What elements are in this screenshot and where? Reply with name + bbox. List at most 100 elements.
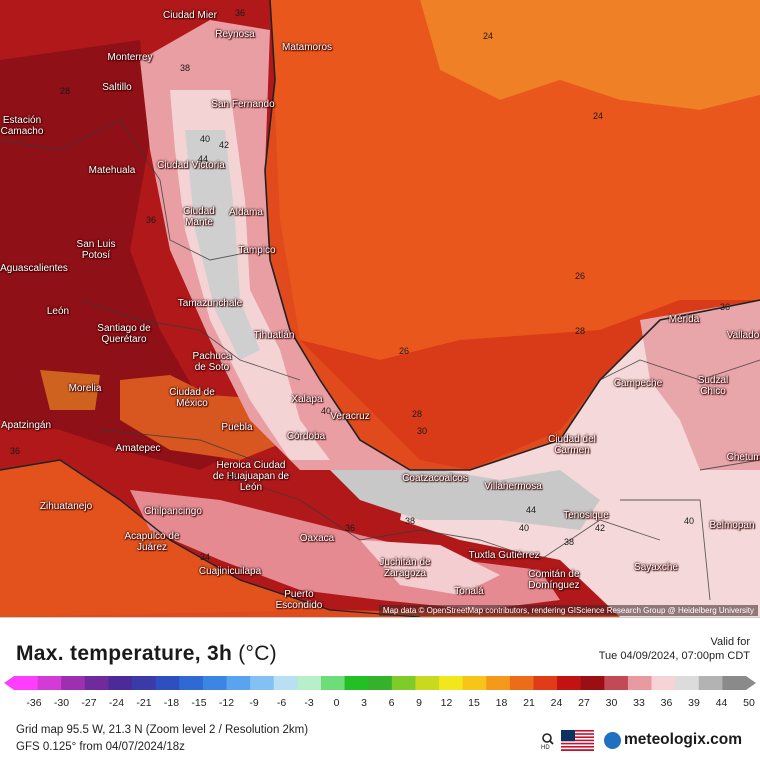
city-sayaxche[interactable]: Sayaxche bbox=[634, 562, 678, 573]
city-aldama[interactable]: Aldama bbox=[229, 207, 263, 218]
city-monterrey[interactable]: Monterrey bbox=[107, 52, 153, 63]
scale-tick-label: 50 bbox=[743, 697, 755, 709]
city-reynosa[interactable]: Reynosa bbox=[215, 29, 255, 40]
city-campeche[interactable]: Campeche bbox=[613, 378, 663, 389]
city-chetumal[interactable]: Chetumal bbox=[726, 452, 760, 463]
city-saltillo[interactable]: Saltillo bbox=[102, 82, 132, 93]
city-ciudad-de-mexico[interactable]: Ciudad de México bbox=[169, 387, 215, 409]
city-ciudad-mier[interactable]: Ciudad Mier bbox=[163, 10, 217, 21]
city-sudzal-chico[interactable]: Sudzal Chico bbox=[697, 375, 729, 397]
scale-swatch bbox=[557, 676, 582, 690]
city-oaxaca[interactable]: Oaxaca bbox=[299, 533, 335, 544]
scale-swatch bbox=[297, 676, 322, 690]
city-matehuala[interactable]: Matehuala bbox=[88, 165, 136, 176]
city-matamoros[interactable]: Matamoros bbox=[281, 42, 333, 53]
isotherm-label: 42 bbox=[219, 140, 230, 150]
scale-swatch bbox=[439, 676, 464, 690]
scale-swatch bbox=[651, 676, 676, 690]
city-acapulco-de-juarez[interactable]: Acapulco de Juárez bbox=[124, 531, 180, 553]
city-zihuatanejo[interactable]: Zihuatanejo bbox=[39, 501, 93, 512]
weather-map[interactable]: Ciudad Mier Reynosa Matamoros Monterrey … bbox=[0, 0, 760, 617]
city-tenosique[interactable]: Tenosique bbox=[563, 510, 609, 521]
isotherm-label: 28 bbox=[60, 86, 71, 96]
scale-swatch bbox=[37, 676, 62, 690]
city-tampico[interactable]: Tampico bbox=[238, 245, 276, 256]
city-tamazunchale[interactable]: Tamazunchale bbox=[177, 298, 243, 309]
city-juchitan-de-zaragoza[interactable]: Juchitán de Zaragoza bbox=[379, 557, 431, 579]
scale-swatch bbox=[368, 676, 393, 690]
scale-swatch bbox=[604, 676, 629, 690]
city-puerto-escondido[interactable]: Puerto Escondido bbox=[275, 589, 323, 611]
scale-tick-label: 12 bbox=[440, 697, 453, 709]
city-morelia[interactable]: Morelia bbox=[68, 383, 102, 394]
isotherm-label: 44 bbox=[526, 505, 537, 515]
city-villahermosa[interactable]: Villahermosa bbox=[484, 481, 542, 492]
scale-swatch bbox=[61, 676, 86, 690]
isotherm-label: 36 bbox=[146, 215, 157, 225]
scale-tick-label: 18 bbox=[495, 697, 508, 709]
scale-swatch bbox=[132, 676, 157, 690]
isotherm-label: 38 bbox=[180, 63, 191, 73]
city-merida[interactable]: Mérida bbox=[668, 314, 700, 325]
valid-time: Tue 04/09/2024, 07:00pm CDT bbox=[598, 650, 750, 662]
city-xalapa[interactable]: Xalapa bbox=[291, 394, 323, 405]
isotherm-label: 36 bbox=[720, 302, 731, 312]
city-tonala[interactable]: Tonalá bbox=[454, 586, 484, 597]
scale-tick-label: -27 bbox=[81, 697, 97, 709]
city-leon[interactable]: León bbox=[46, 306, 70, 317]
city-belmopan[interactable]: Belmopan bbox=[709, 520, 755, 531]
isotherm-label: 36 bbox=[10, 446, 21, 456]
scale-swatch bbox=[226, 676, 251, 690]
city-cordoba[interactable]: Córdoba bbox=[286, 431, 326, 442]
city-cuajinicuilapa[interactable]: Cuajinicuilapa bbox=[198, 566, 262, 577]
city-ciudad-mante[interactable]: Ciudad Mante bbox=[183, 206, 215, 228]
scale-swatch bbox=[391, 676, 416, 690]
city-valladolid[interactable]: Valladolid bbox=[726, 330, 760, 341]
scale-swatch bbox=[486, 676, 511, 690]
city-san-luis-potosi[interactable]: San Luis Potosí bbox=[76, 239, 116, 261]
scale-tick-label: 44 bbox=[715, 697, 728, 709]
brand-name[interactable]: meteologix.com bbox=[624, 731, 742, 748]
scale-tick-label: 24 bbox=[550, 697, 563, 709]
map-attribution[interactable]: Map data © OpenStreetMap contributors, r… bbox=[378, 605, 758, 616]
city-pachuca-de-soto[interactable]: Pachuca de Soto bbox=[192, 351, 232, 373]
city-estacion-camacho[interactable]: Estación Camacho bbox=[0, 115, 44, 137]
scale-swatch bbox=[627, 676, 653, 690]
city-amatepec[interactable]: Amatepec bbox=[115, 443, 161, 454]
city-aguascalientes[interactable]: Aguascalientes bbox=[0, 263, 68, 274]
city-veracruz[interactable]: Veracruz bbox=[330, 411, 370, 422]
us-flag-icon[interactable] bbox=[561, 730, 594, 751]
isotherm-label: 36 bbox=[345, 523, 356, 533]
scale-tick-label: -3 bbox=[304, 697, 314, 709]
city-tuxtla-gutierrez[interactable]: Tuxtla Gutiérrez bbox=[468, 550, 540, 561]
temperature-field bbox=[0, 0, 760, 617]
city-apatzingan[interactable]: Apatzingán bbox=[0, 420, 52, 431]
city-comitan-de-dominguez[interactable]: Comitán de Domínguez bbox=[528, 569, 580, 591]
scale-tick-label: -6 bbox=[276, 697, 287, 709]
legend-panel: Max. temperature, 3h (°C) Valid for Tue … bbox=[0, 617, 760, 760]
isotherm-label: 40 bbox=[684, 516, 695, 526]
city-tihuatlan[interactable]: Tihuatlán bbox=[253, 330, 295, 341]
scale-tick-label: 39 bbox=[688, 697, 700, 709]
city-santiago-de-queretaro[interactable]: Santiago de Querétaro bbox=[97, 323, 151, 345]
city-coatzacoalcos[interactable]: Coatzacoalcos bbox=[402, 473, 468, 484]
city-puebla[interactable]: Puebla bbox=[221, 422, 253, 433]
hd-label: HD bbox=[541, 745, 550, 750]
scale-swatch bbox=[273, 676, 298, 690]
city-chilpancingo[interactable]: Chilpancingo bbox=[144, 506, 202, 517]
scale-tick-label: -9 bbox=[249, 697, 259, 709]
scale-swatch bbox=[415, 676, 440, 690]
city-ciudad-del-carmen[interactable]: Ciudad del Carmen bbox=[548, 434, 596, 456]
scale-swatch bbox=[202, 676, 228, 690]
hd-search-icon[interactable]: HD bbox=[540, 732, 556, 752]
isotherm-label: 44 bbox=[198, 154, 209, 164]
city-san-fernando[interactable]: San Fernando bbox=[211, 99, 275, 110]
isotherm-label: 30 bbox=[417, 426, 428, 436]
grid-info: Grid map 95.5 W, 21.3 N (Zoom level 2 / … bbox=[16, 724, 309, 736]
parameter-name: Max. temperature, 3h bbox=[16, 642, 233, 665]
city-ciudad-victoria[interactable]: Ciudad Victoria bbox=[157, 160, 225, 171]
scale-swatch bbox=[462, 676, 487, 690]
scale-tick-label: 9 bbox=[416, 697, 422, 709]
city-huajuapan-de-leon[interactable]: Heroica Ciudad de Huajuapan de León bbox=[212, 460, 290, 493]
meteologix-logo-icon bbox=[604, 732, 621, 749]
